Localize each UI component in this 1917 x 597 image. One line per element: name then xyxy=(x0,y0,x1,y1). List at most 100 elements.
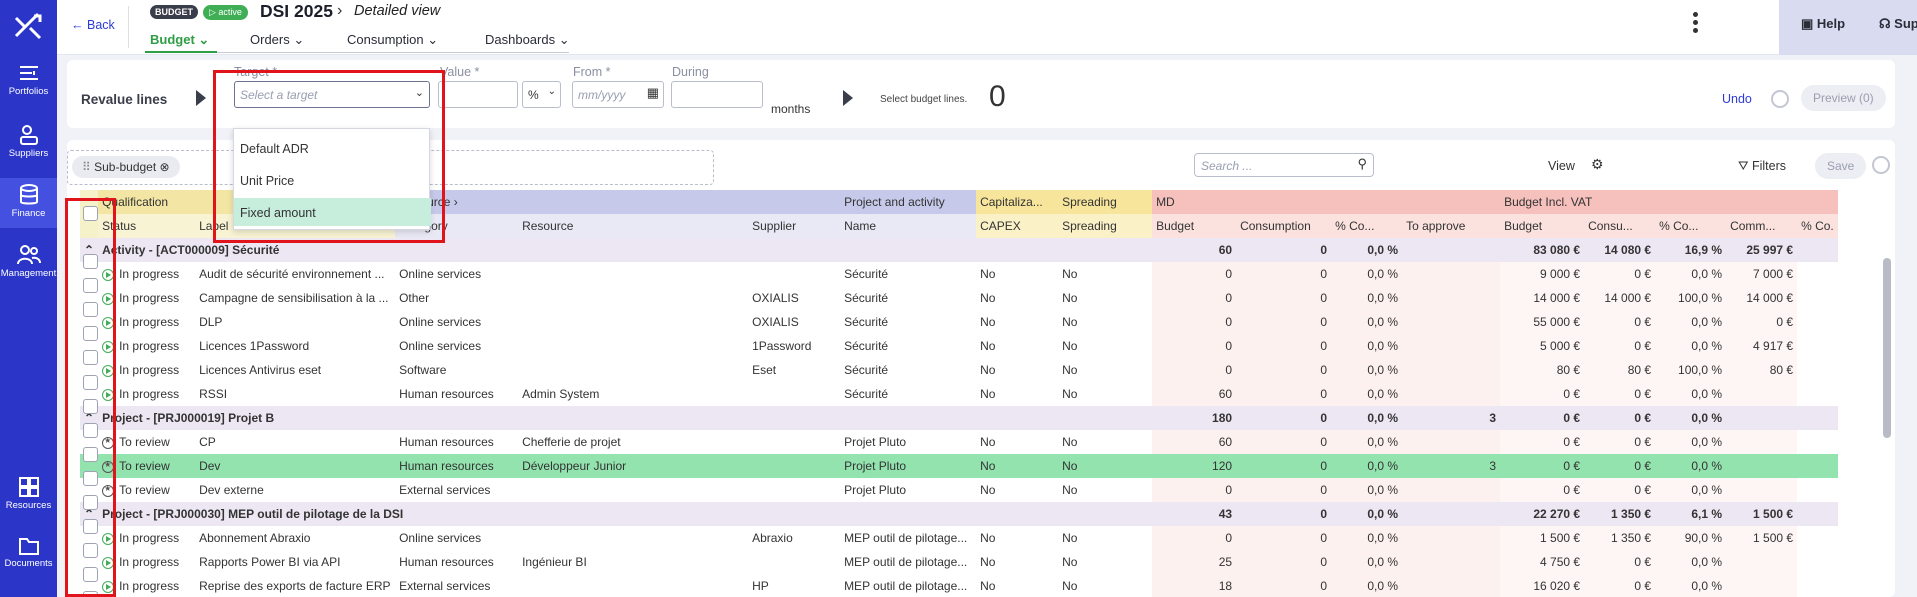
help-button[interactable]: ▣ Help xyxy=(1801,16,1845,32)
md-budget-cell[interactable]: 180 xyxy=(1152,406,1237,430)
md-consumption-cell[interactable]: 0 xyxy=(1236,574,1332,597)
md-pct-cell[interactable]: 0,0 % xyxy=(1331,382,1403,406)
tab-consumption[interactable]: Consumption ⌄ xyxy=(347,32,438,48)
md-pct-cell[interactable]: 0,0 % xyxy=(1331,310,1403,334)
md-budget-cell[interactable]: 0 xyxy=(1152,526,1237,550)
capex-cell[interactable]: No xyxy=(980,579,996,593)
vat-budget-cell[interactable]: 0 € xyxy=(1500,430,1585,454)
vat-consumption-cell[interactable]: 0 € xyxy=(1584,430,1656,454)
nav-documents[interactable]: Documents xyxy=(0,536,57,578)
table-row[interactable]: In progress Reprise des exports de factur… xyxy=(80,574,1838,597)
table-row[interactable]: In progress Licences 1Password Online serv… xyxy=(80,334,1838,358)
row-checkbox[interactable] xyxy=(83,470,98,486)
vat-pct-cell[interactable]: 0,0 % xyxy=(1655,574,1727,597)
md-budget-cell[interactable]: 60 xyxy=(1152,430,1237,454)
vat-committed-cell[interactable]: 80 € xyxy=(1726,358,1798,382)
vat-pct-cell[interactable]: 0,0 % xyxy=(1655,550,1727,574)
vat-pct-cell[interactable]: 0,0 % xyxy=(1655,454,1727,478)
target-select[interactable]: Select a target ⌄ xyxy=(234,81,430,108)
resource-cell[interactable] xyxy=(518,574,748,597)
vat-committed-cell[interactable]: 7 000 € xyxy=(1726,262,1798,286)
table-row[interactable]: In progress Abonnement Abraxio Online serv… xyxy=(80,526,1838,550)
supplier-cell[interactable]: OXIALIS xyxy=(752,315,799,329)
resource-cell[interactable] xyxy=(518,310,748,334)
row-checkbox[interactable] xyxy=(83,567,98,583)
calendar-icon[interactable]: ▦ xyxy=(646,85,659,100)
md-budget-cell[interactable]: 60 xyxy=(1152,382,1237,406)
vat-budget-cell[interactable]: 1 500 € xyxy=(1500,526,1585,550)
vat-budget-cell[interactable]: 0 € xyxy=(1500,406,1585,430)
vat-budget-cell[interactable]: 22 270 € xyxy=(1500,502,1585,526)
supplier-cell[interactable]: Abraxio xyxy=(752,531,793,545)
md-budget-cell[interactable]: 0 xyxy=(1152,334,1237,358)
md-pct-cell[interactable]: 0,0 % xyxy=(1331,526,1403,550)
md-to-approve-cell[interactable] xyxy=(1402,526,1501,550)
vat-pct-cell[interactable]: 0,0 % xyxy=(1655,382,1727,406)
search-icon[interactable]: ⚲ xyxy=(1357,156,1367,171)
vat-budget-cell[interactable]: 0 € xyxy=(1500,454,1585,478)
label-cell[interactable]: CP xyxy=(199,435,216,449)
vat-pct-cell[interactable]: 0,0 % xyxy=(1655,262,1727,286)
group-row[interactable]: ⌃ Activity - [ACT000009] Sécurité 60 0 0,0 %… xyxy=(80,238,1838,262)
vat-pct-cell[interactable]: 0,0 % xyxy=(1655,334,1727,358)
vat-budget-cell[interactable]: 0 € xyxy=(1500,382,1585,406)
table-row[interactable]: In progress Licences Antivirus eset Softwa… xyxy=(80,358,1838,382)
md-pct-cell[interactable]: 0,0 % xyxy=(1331,550,1403,574)
md-budget-cell[interactable]: 0 xyxy=(1152,262,1237,286)
capex-cell[interactable]: No xyxy=(980,531,996,545)
col-md-pct[interactable]: % Co... xyxy=(1331,214,1403,238)
resource-cell[interactable]: Chefferie de projet xyxy=(522,435,621,449)
vat-consumption-cell[interactable]: 0 € xyxy=(1584,334,1656,358)
label-cell[interactable]: Reprise des exports de facture ERP xyxy=(199,579,391,593)
sub-budget-chip[interactable]: ⠿ Sub-budget ⊗ xyxy=(72,156,180,178)
md-consumption-cell[interactable]: 0 xyxy=(1236,502,1332,526)
vat-budget-cell[interactable]: 4 750 € xyxy=(1500,550,1585,574)
capex-cell[interactable]: No xyxy=(980,555,996,569)
md-to-approve-cell[interactable] xyxy=(1402,238,1501,262)
row-checkbox[interactable] xyxy=(83,543,98,559)
label-cell[interactable]: Licences 1Password xyxy=(199,339,310,353)
vat-pct-cell[interactable]: 90,0 % xyxy=(1655,526,1727,550)
option-unit-price[interactable]: Unit Price xyxy=(240,174,295,188)
label-cell[interactable]: Campagne de sensibilisation à la ... xyxy=(199,291,389,305)
category-cell[interactable]: Online services xyxy=(399,531,482,545)
table-row[interactable]: In progress Rapports Power BI via API Huma… xyxy=(80,550,1838,574)
md-consumption-cell[interactable]: 0 xyxy=(1236,478,1332,502)
vat-consumption-cell[interactable]: 80 € xyxy=(1584,358,1656,382)
project-name-cell[interactable]: Projet Pluto xyxy=(840,454,977,478)
md-budget-cell[interactable]: 0 xyxy=(1152,286,1237,310)
md-consumption-cell[interactable]: 0 xyxy=(1236,334,1332,358)
col-md-budget[interactable]: Budget xyxy=(1152,214,1237,238)
vat-pct-cell[interactable]: 6,1 % xyxy=(1655,502,1727,526)
capex-cell[interactable]: No xyxy=(980,387,996,401)
vat-consumption-cell[interactable]: 0 € xyxy=(1584,478,1656,502)
category-cell[interactable]: Human resources xyxy=(399,555,494,569)
vat-committed-cell[interactable] xyxy=(1726,406,1798,430)
md-pct-cell[interactable]: 0,0 % xyxy=(1331,430,1403,454)
vat-consumption-cell[interactable]: 0 € xyxy=(1584,382,1656,406)
label-cell[interactable]: Rapports Power BI via API xyxy=(199,555,341,569)
back-link[interactable]: ← Back xyxy=(71,18,115,32)
vat-committed-cell[interactable] xyxy=(1726,478,1798,502)
md-consumption-cell[interactable]: 0 xyxy=(1236,550,1332,574)
md-pct-cell[interactable]: 0,0 % xyxy=(1331,454,1403,478)
category-cell[interactable]: Other xyxy=(399,291,430,305)
capex-cell[interactable]: No xyxy=(980,267,996,281)
md-to-approve-cell[interactable] xyxy=(1402,430,1501,454)
md-to-approve-cell[interactable] xyxy=(1402,286,1501,310)
vat-consumption-cell[interactable]: 0 € xyxy=(1584,262,1656,286)
supplier-cell[interactable] xyxy=(748,550,840,574)
vat-budget-cell[interactable]: 16 020 € xyxy=(1500,574,1585,597)
vat-committed-cell[interactable] xyxy=(1726,574,1798,597)
vat-budget-cell[interactable]: 80 € xyxy=(1500,358,1585,382)
md-to-approve-cell[interactable] xyxy=(1402,382,1501,406)
label-cell[interactable]: DLP xyxy=(199,315,223,329)
capex-cell[interactable]: No xyxy=(976,454,1059,478)
vertical-scrollbar[interactable] xyxy=(1883,258,1891,438)
vat-committed-cell[interactable] xyxy=(1726,430,1798,454)
group-resource[interactable]: Resource › xyxy=(395,190,841,214)
spreading-cell[interactable]: No xyxy=(1062,483,1078,497)
resource-cell[interactable] xyxy=(518,262,748,286)
md-consumption-cell[interactable]: 0 xyxy=(1236,286,1332,310)
nav-portfolios[interactable]: Portfolios xyxy=(0,64,57,106)
